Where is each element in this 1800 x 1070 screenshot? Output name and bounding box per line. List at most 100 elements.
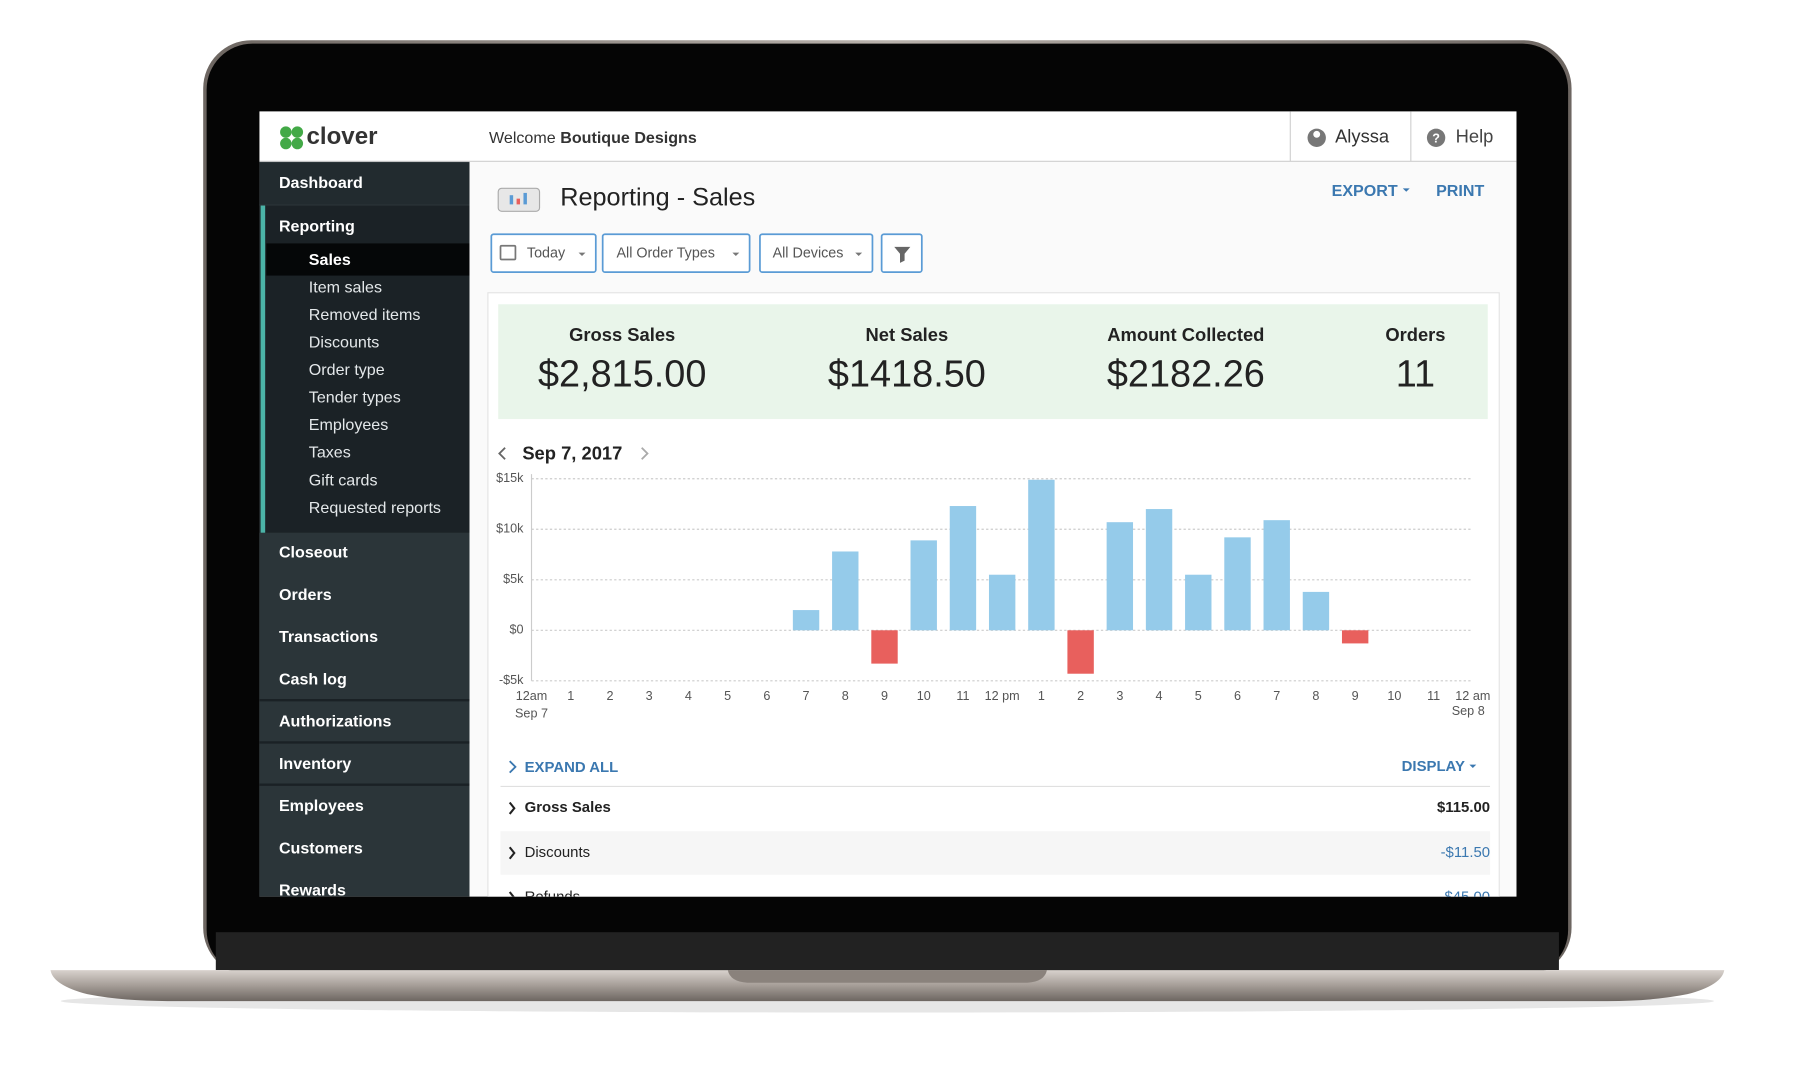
row-label[interactable]: Discounts bbox=[525, 844, 590, 861]
bar bbox=[1028, 479, 1055, 631]
nav-subitem[interactable]: Item sales bbox=[309, 278, 382, 296]
filter-icon bbox=[894, 246, 911, 263]
x-date-label: Sep 7 bbox=[515, 706, 548, 720]
nav-item[interactable]: Inventory bbox=[279, 755, 351, 773]
x-tick-label: 4 bbox=[685, 689, 692, 703]
nav-item[interactable]: Cash log bbox=[279, 670, 347, 688]
selected-item bbox=[266, 243, 470, 276]
next-date[interactable] bbox=[641, 447, 649, 460]
dropdown-caret bbox=[855, 252, 863, 257]
chart-date: Sep 7, 2017 bbox=[522, 442, 622, 463]
summary-label: Gross Sales bbox=[569, 324, 675, 345]
bezel-bottom bbox=[215, 932, 1559, 971]
bar bbox=[832, 551, 859, 631]
x-tick-label: 10 bbox=[917, 689, 931, 703]
row-value: $115.00 bbox=[1437, 799, 1490, 816]
nav-item[interactable]: Authorizations bbox=[279, 713, 391, 731]
logo: clover bbox=[307, 123, 379, 150]
row-chevron bbox=[508, 846, 516, 860]
x-tick-label: 12am bbox=[516, 689, 548, 703]
bar bbox=[1341, 630, 1369, 644]
nav-subitem[interactable]: Removed items bbox=[309, 306, 421, 324]
sidebar-top bbox=[259, 163, 470, 205]
section-accent bbox=[260, 205, 266, 533]
filter-dropdown[interactable] bbox=[601, 233, 751, 273]
display-menu[interactable]: DISPLAY bbox=[1402, 758, 1465, 775]
x-tick-label: 2 bbox=[1077, 689, 1084, 703]
row-label[interactable]: Refunds bbox=[525, 889, 581, 906]
x-tick-label: 9 bbox=[881, 689, 888, 703]
x-tick-label: 3 bbox=[646, 689, 653, 703]
bar bbox=[1302, 591, 1330, 631]
print-button[interactable]: PRINT bbox=[1436, 182, 1484, 200]
prev-date[interactable] bbox=[498, 447, 506, 460]
nav-subitem[interactable]: Tender types bbox=[309, 389, 401, 407]
filter-dropdown[interactable] bbox=[759, 233, 874, 273]
x-tick-label: 11 bbox=[1427, 689, 1440, 703]
nav-item[interactable]: Customers bbox=[279, 839, 363, 857]
nav-item[interactable]: Dashboard bbox=[279, 174, 363, 192]
filter-dropdown[interactable] bbox=[490, 233, 597, 273]
x-tick-label: 5 bbox=[1195, 689, 1202, 703]
dropdown-caret bbox=[732, 252, 740, 257]
user-menu[interactable]: Alyssa bbox=[1335, 126, 1390, 147]
nav-subitem[interactable]: Requested reports bbox=[309, 499, 441, 517]
base-notch bbox=[727, 970, 1047, 983]
nav-subitem[interactable]: Taxes bbox=[309, 444, 351, 462]
summary-label: Orders bbox=[1385, 324, 1445, 345]
filter-label: All Order Types bbox=[616, 246, 714, 262]
bar bbox=[1067, 630, 1094, 674]
x-tick-label: 12 am bbox=[1455, 689, 1490, 703]
row-label[interactable]: Gross Sales bbox=[525, 799, 611, 816]
x-tick-label: 4 bbox=[1156, 689, 1163, 703]
summary-panel bbox=[498, 304, 1488, 420]
dropdown-caret bbox=[578, 252, 586, 257]
user-icon-head bbox=[1313, 130, 1321, 138]
export-button[interactable]: EXPORT bbox=[1332, 182, 1398, 200]
page-title: Reporting - Sales bbox=[560, 183, 755, 211]
summary-label: Net Sales bbox=[866, 324, 949, 345]
nav-item[interactable]: Rewards bbox=[279, 882, 346, 900]
row-value: -$45.00 bbox=[1439, 889, 1490, 906]
nav-item[interactable]: Transactions bbox=[279, 628, 378, 646]
business-name: Boutique Designs bbox=[560, 129, 697, 147]
y-tick-label: $5k bbox=[503, 572, 524, 586]
nav-subitem[interactable]: Order type bbox=[309, 361, 385, 379]
y-tick-label: $0 bbox=[509, 623, 523, 637]
expand-chevron[interactable] bbox=[509, 760, 517, 774]
bar bbox=[871, 630, 898, 664]
header bbox=[259, 111, 1517, 162]
x-tick-label: 7 bbox=[1273, 689, 1280, 703]
nav-item[interactable]: Closeout bbox=[279, 544, 348, 562]
expand-all[interactable]: EXPAND ALL bbox=[525, 759, 619, 776]
nav-subitem[interactable]: Employees bbox=[309, 416, 388, 434]
y-tick-label: -$5k bbox=[499, 673, 524, 687]
report-icon bbox=[516, 198, 521, 205]
bar bbox=[1106, 522, 1134, 631]
nav-subitem[interactable]: Discounts bbox=[309, 334, 380, 352]
bar bbox=[1145, 509, 1173, 631]
export-caret bbox=[1402, 188, 1410, 192]
x-tick-label: 11 bbox=[956, 689, 969, 703]
table-row-bg bbox=[500, 831, 1491, 875]
logo-icon bbox=[280, 126, 304, 150]
nav-subitem[interactable]: Gift cards bbox=[309, 471, 378, 489]
x-tick-label: 1 bbox=[567, 689, 574, 703]
nav-item[interactable]: Orders bbox=[279, 586, 332, 604]
row-value: -$11.50 bbox=[1441, 844, 1490, 861]
report-icon bbox=[523, 192, 527, 205]
help-link[interactable]: Help bbox=[1456, 126, 1494, 147]
nav-item[interactable]: Employees bbox=[279, 797, 364, 815]
laptop-base bbox=[50, 970, 1725, 1002]
summary-label: Amount Collected bbox=[1107, 324, 1264, 345]
x-tick-label: 5 bbox=[724, 689, 731, 703]
x-tick-label: 2 bbox=[606, 689, 613, 703]
x-date-label: Sep 8 bbox=[1452, 704, 1485, 718]
help-icon bbox=[1426, 128, 1446, 147]
nav-subitem[interactable]: Sales bbox=[309, 251, 351, 269]
bar bbox=[988, 574, 1016, 631]
bar bbox=[1263, 520, 1290, 631]
nav-section[interactable]: Reporting bbox=[279, 218, 355, 236]
